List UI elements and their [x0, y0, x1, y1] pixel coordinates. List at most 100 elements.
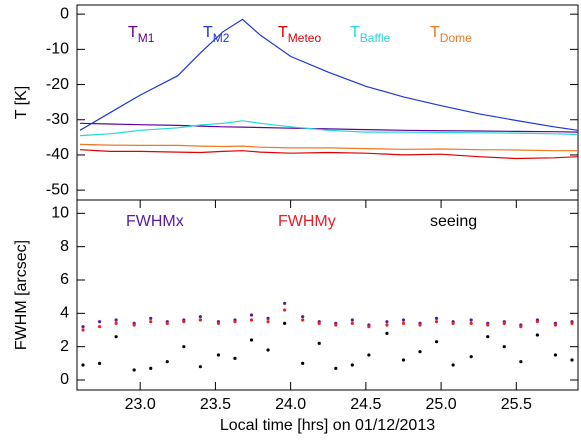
y-tick-label: -30	[46, 111, 69, 128]
x-tick-label: 23.0	[125, 396, 156, 413]
scatter-point	[216, 353, 221, 357]
scatter-point	[114, 318, 118, 322]
legend-name: T	[128, 24, 138, 41]
legend-subscript: Baffle	[360, 31, 391, 45]
y-tick-label: 0	[60, 5, 69, 22]
scatter-point	[385, 323, 389, 327]
scatter-point	[367, 353, 371, 357]
y-axis-label: T [K]	[13, 86, 30, 120]
scatter-point	[283, 321, 287, 325]
y-tick-label: 2	[60, 338, 69, 355]
line-series	[79, 143, 578, 152]
scatter-point	[451, 363, 455, 367]
scatter-point	[132, 323, 136, 327]
scatter-point	[149, 320, 153, 324]
legend-label: TDome	[430, 24, 472, 45]
scatter-point	[249, 313, 254, 317]
scatter-point	[165, 360, 169, 364]
scatter-point	[149, 316, 153, 320]
line-series	[79, 122, 579, 133]
scatter-point	[401, 318, 406, 322]
scatter-point	[535, 320, 539, 324]
scatter-point	[317, 341, 321, 345]
scatter-point	[216, 321, 221, 325]
scatter-point	[401, 358, 406, 362]
line-series	[79, 149, 579, 160]
scatter-point	[502, 321, 506, 325]
legend-name: FWHMx	[126, 213, 184, 230]
y-tick-label: 10	[51, 205, 69, 222]
legend-name: T	[430, 24, 440, 41]
x-tick-label: 23.5	[200, 396, 231, 413]
y-tick-label: -50	[46, 181, 69, 198]
scatter-point	[266, 320, 270, 324]
scatter-point	[317, 321, 321, 325]
scatter-point	[418, 323, 422, 327]
scatter-point	[434, 316, 439, 320]
scatter-point	[434, 340, 439, 344]
scatter-point	[233, 356, 237, 360]
x-axis-label: Local time [hrs] on 01/12/2013	[220, 417, 435, 434]
scatter-point	[334, 366, 338, 370]
plot-frame	[76, 199, 579, 391]
scatter-point	[350, 318, 354, 322]
scatter-point	[502, 345, 506, 349]
legend-label: TM1	[128, 24, 155, 45]
y-tick-label: -40	[46, 146, 69, 163]
scatter-point	[334, 323, 338, 327]
legend-label: TM2	[203, 24, 230, 45]
scatter-point	[182, 320, 186, 324]
scatter-point	[301, 315, 305, 319]
legend-name: FWHMy	[278, 213, 336, 230]
scatter-point	[81, 325, 85, 329]
scatter-point	[283, 308, 287, 312]
y-tick-label: 8	[60, 238, 69, 255]
legend-subscript: Meteo	[288, 31, 322, 45]
scatter-point	[535, 333, 539, 337]
scatter-point	[486, 323, 490, 327]
scatter-point	[553, 323, 558, 327]
scatter-point	[182, 345, 186, 349]
legend-name: T	[350, 24, 360, 41]
scatter-point	[266, 316, 270, 320]
legend-label: FWHMy	[278, 213, 336, 230]
scatter-point	[97, 361, 102, 365]
scatter-point	[198, 365, 202, 369]
scatter-point	[132, 368, 136, 372]
scatter-point	[149, 366, 153, 370]
scatter-point	[434, 320, 439, 324]
scatter-point	[519, 325, 523, 329]
scatter-point	[301, 361, 305, 365]
legend-name: T	[278, 24, 288, 41]
scatter-point	[233, 320, 237, 324]
legend-subscript: Dome	[440, 31, 472, 45]
legend-name: T	[203, 24, 213, 41]
scatter-point	[469, 318, 473, 322]
y-tick-label: -20	[46, 76, 69, 93]
scatter-point	[519, 360, 523, 364]
y-tick-label: 6	[60, 271, 69, 288]
scatter-point	[165, 321, 169, 325]
x-tick-label: 24.0	[275, 396, 306, 413]
scatter-point	[385, 320, 389, 324]
x-tick-label: 25.5	[501, 396, 532, 413]
scatter-point	[486, 335, 490, 339]
scatter-point	[114, 321, 118, 325]
scatter-point	[81, 328, 85, 332]
legend-label: FWHMx	[126, 213, 184, 230]
legend-name: seeing	[430, 213, 477, 230]
legend-label: TBaffle	[350, 24, 391, 45]
line-series	[79, 120, 579, 137]
legend-label: seeing	[430, 213, 477, 230]
scatter-point	[401, 321, 406, 325]
scatter-point	[385, 331, 389, 335]
scatter-point	[198, 315, 202, 319]
scatter-point	[249, 318, 254, 322]
y-axis-label: FWHM [arcsec]	[13, 240, 30, 350]
x-tick-label: 24.5	[350, 396, 381, 413]
scatter-point	[570, 358, 574, 362]
scatter-point	[114, 335, 118, 339]
legend-subscript: M2	[213, 31, 230, 45]
